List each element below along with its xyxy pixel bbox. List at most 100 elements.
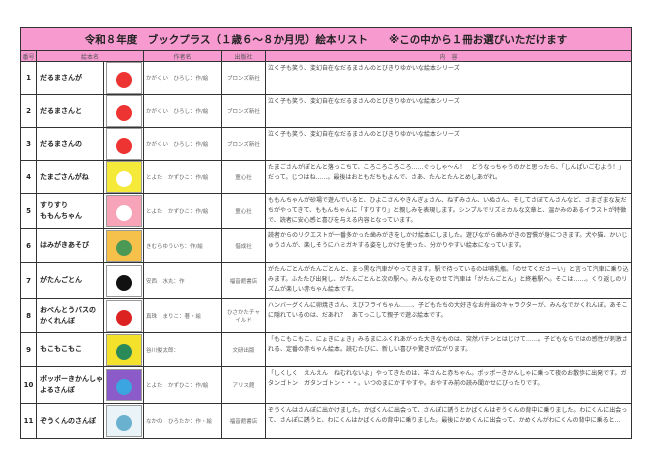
publisher-cell: アリス館 xyxy=(221,366,266,404)
publisher: 童心社 xyxy=(235,209,252,215)
content-description: 「もこもこもこ、にょきにょき」みるまにふくれあがった大きなものは、突然パチンとは… xyxy=(265,332,632,367)
book-list-table: 令和８年度 ブックプラス（１歳６～８か月児）絵本リスト ※この中から１冊お選びい… xyxy=(20,27,632,439)
table-row: 2 だるまさんと かがくい ひろし：作/絵 ブロンズ新社 泣く子も笑う、変幻自在… xyxy=(20,94,632,128)
content-description: 泣く子も笑う、変幻自在なだるまさんのとびきりゆかいな絵本シリーズ xyxy=(265,61,632,95)
book-title-cell: ポッポーきかんしゃ よるさんぽ xyxy=(36,366,104,404)
book-title-cell: はみがきあそび xyxy=(36,228,104,263)
content-description: 泣く子も笑う、変幻自在なだるまさんのとびきりゆかいな絵本シリーズ xyxy=(265,127,632,161)
book-title: がたんごとん xyxy=(40,276,82,284)
publisher-cell: 文研出版 xyxy=(221,332,266,367)
publisher-cell: ブロンズ新社 xyxy=(221,94,266,128)
author: きむらゆういち：作/絵 xyxy=(143,228,222,263)
header-content: 内 容 xyxy=(265,50,632,62)
row-number: 5 xyxy=(20,193,37,229)
book-cover-image xyxy=(105,62,142,94)
author: 谷川俊太郎： xyxy=(143,332,222,367)
table-row: 10 ポッポーきかんしゃ よるさんぽ とよた かずひこ：作/絵 アリス館 「しくし… xyxy=(20,366,632,404)
table-row: 11 ぞうくんのさんぽ なかの ひろたか：作・絵 福音館書店 ぞうくんはさんぽに… xyxy=(20,403,632,439)
cover-cell xyxy=(103,403,144,439)
book-cover-image xyxy=(105,128,142,160)
book-title-line: すりすり xyxy=(40,201,68,209)
publisher-cell: ブロンズ新社 xyxy=(221,61,266,95)
book-cover-image xyxy=(105,299,142,332)
cover-cell xyxy=(103,262,144,299)
row-number: 11 xyxy=(20,403,37,439)
book-title: たまごさんがね xyxy=(40,172,89,181)
book-title-cell: ぞうくんのさんぽ xyxy=(36,403,104,439)
book-title-cell: がたんごとん xyxy=(36,262,104,299)
book-cover-image xyxy=(105,405,142,437)
book-title: はみがきあそび xyxy=(40,241,89,249)
content-description: がたんごとんがたんごとんと、まっ黒な汽車がやってきます。駅で待っているのは哺乳瓶… xyxy=(265,262,632,299)
book-title: だるまさんと xyxy=(40,106,82,115)
cover-cell xyxy=(103,127,144,161)
row-number: 10 xyxy=(20,366,37,404)
publisher: 福音館書店 xyxy=(229,278,258,285)
content-description: ももんちゃんが砂場で遊んでいると、ひよこさんやきんぎょさん、ねずみさん、いぬさん… xyxy=(265,193,632,229)
publisher: 童心社 xyxy=(235,175,252,181)
author: 真珠 まりこ：著・絵 xyxy=(143,298,222,333)
content-description: 読者からのリクエストが一番多かった歯みがきをしかけ絵本にしました。遊びながら歯み… xyxy=(265,228,632,263)
header-publisher: 出版社 xyxy=(221,50,266,62)
book-cover-image xyxy=(105,229,142,262)
book-cover-image xyxy=(105,333,142,366)
header-book: 絵本名 xyxy=(36,50,144,62)
content-description: 「しくしく えんえん ねむれないよ」やってきたのは、羊さんと赤ちゃん。ポッポーき… xyxy=(265,366,632,404)
author: なかの ひろたか：作・絵 xyxy=(143,403,222,439)
header-author: 作者名 xyxy=(143,50,222,62)
publisher-line: イルド xyxy=(235,317,252,324)
publisher-cell: 福音館書店 xyxy=(221,403,266,439)
row-number: 4 xyxy=(20,160,37,194)
cover-cell xyxy=(103,366,144,404)
book-title-cell: だるまさんが xyxy=(36,61,104,95)
book-title-line: ももんちゃん xyxy=(40,212,82,220)
table-row: 9 もこもこもこ 谷川俊太郎： 文研出版 「もこもこもこ、にょきにょき」みるまに… xyxy=(20,332,632,367)
publisher: ブロンズ新社 xyxy=(227,109,260,115)
cover-cell xyxy=(103,94,144,128)
book-title: だるまさんが xyxy=(40,73,82,82)
publisher-cell: 童心社 xyxy=(221,160,266,194)
publisher: 福音館書店 xyxy=(229,419,258,425)
content-description: たまごさんがぽとんと落っこちて、ころころころころ……ぐっしゃ～ん！ どうなっちゃ… xyxy=(265,160,632,194)
book-title-cell: もこもこもこ xyxy=(36,332,104,367)
book-title: だるまさんの xyxy=(40,139,82,148)
publisher-cell: ブロンズ新社 xyxy=(221,127,266,161)
content-description: 泣く子も笑う、変幻自在なだるまさんのとびきりゆかいな絵本シリーズ xyxy=(265,94,632,128)
book-title-cell: だるまさんと xyxy=(36,94,104,128)
publisher: アリス館 xyxy=(232,383,255,389)
cover-cell xyxy=(103,193,144,229)
publisher: 偕成社 xyxy=(235,243,252,250)
content-description: ぞうくんはさんぽに出かけました。かばくんに出会って、さんぽに誘うとかばくんはぞう… xyxy=(265,403,632,439)
book-cover-image xyxy=(105,195,142,227)
book-title-line: かくれんぼ xyxy=(40,316,75,325)
cover-cell xyxy=(103,298,144,333)
cover-cell xyxy=(103,332,144,367)
publisher: 文研出版 xyxy=(232,347,255,354)
row-number: 8 xyxy=(20,298,37,333)
book-cover-image xyxy=(105,369,142,401)
publisher-cell: ひさかたチャ イルド xyxy=(221,298,266,333)
row-number: 6 xyxy=(20,228,37,263)
book-title-cell: おべんとうバスの かくれんぼ xyxy=(36,298,104,333)
row-number: 2 xyxy=(20,94,37,128)
publisher-cell: 童心社 xyxy=(221,193,266,229)
author: とよた かずひこ：作/絵 xyxy=(143,160,222,194)
table-row: 3 だるまさんの かがくい ひろし：作/絵 ブロンズ新社 泣く子も笑う、変幻自在… xyxy=(20,127,632,161)
author: とよた かずひこ：作/絵 xyxy=(143,193,222,229)
author: かがくい ひろし：作/絵 xyxy=(143,127,222,161)
author: かがくい ひろし：作/絵 xyxy=(143,61,222,95)
book-cover-image xyxy=(105,161,142,193)
publisher: ブロンズ新社 xyxy=(227,76,260,82)
author: かがくい ひろし：作/絵 xyxy=(143,94,222,128)
table-row: 4 たまごさんがね とよた かずひこ：作/絵 童心社 たまごさんがぽとんと落っこ… xyxy=(20,160,632,194)
row-number: 1 xyxy=(20,61,37,95)
book-title-line: よるさんぽ xyxy=(40,386,75,394)
table-row: 8 おべんとうバスの かくれんぼ 真珠 まりこ：著・絵 ひさかたチャ イルド ハンバ… xyxy=(20,298,632,333)
row-number: 7 xyxy=(20,262,37,299)
publisher: ブロンズ新社 xyxy=(227,142,260,148)
cover-cell xyxy=(103,61,144,95)
table-row: 5 すりすりももんちゃん とよた かずひこ：作/絵 童心社 ももんちゃんが砂場で… xyxy=(20,193,632,229)
book-title-line: ポッポーきかんしゃ xyxy=(40,375,103,383)
author: 安西 水丸：作 xyxy=(143,262,222,299)
book-title: ぞうくんのさんぽ xyxy=(40,416,96,425)
